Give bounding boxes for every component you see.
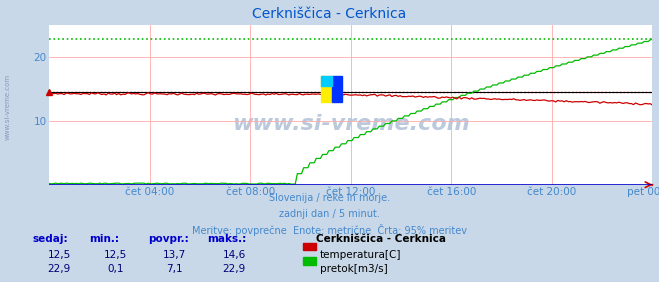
Text: 12,5: 12,5 [103, 250, 127, 259]
Text: min.:: min.: [89, 234, 119, 244]
Text: 22,9: 22,9 [222, 264, 246, 274]
Text: povpr.:: povpr.: [148, 234, 189, 244]
Text: Cerkniščica - Cerknica: Cerkniščica - Cerknica [252, 7, 407, 21]
Bar [331, 76, 343, 102]
Text: www.si-vreme.com: www.si-vreme.com [5, 74, 11, 140]
Text: pretok[m3/s]: pretok[m3/s] [320, 264, 387, 274]
Bar [321, 76, 331, 102]
Text: zadnji dan / 5 minut.: zadnji dan / 5 minut. [279, 209, 380, 219]
Text: 0,1: 0,1 [107, 264, 124, 274]
Text: 22,9: 22,9 [47, 264, 71, 274]
Text: www.si-vreme.com: www.si-vreme.com [232, 114, 470, 134]
Text: Slovenija / reke in morje.: Slovenija / reke in morje. [269, 193, 390, 203]
Text: 7,1: 7,1 [166, 264, 183, 274]
Text: 12,5: 12,5 [47, 250, 71, 259]
Bar [321, 76, 331, 86]
Text: Meritve: povprečne  Enote: metrične  Črta: 95% meritev: Meritve: povprečne Enote: metrične Črta:… [192, 224, 467, 236]
Text: temperatura[C]: temperatura[C] [320, 250, 401, 259]
Text: Cerkniščica - Cerknica: Cerkniščica - Cerknica [316, 234, 446, 244]
Text: sedaj:: sedaj: [33, 234, 69, 244]
Text: 14,6: 14,6 [222, 250, 246, 259]
Text: 13,7: 13,7 [163, 250, 186, 259]
Text: maks.:: maks.: [208, 234, 247, 244]
